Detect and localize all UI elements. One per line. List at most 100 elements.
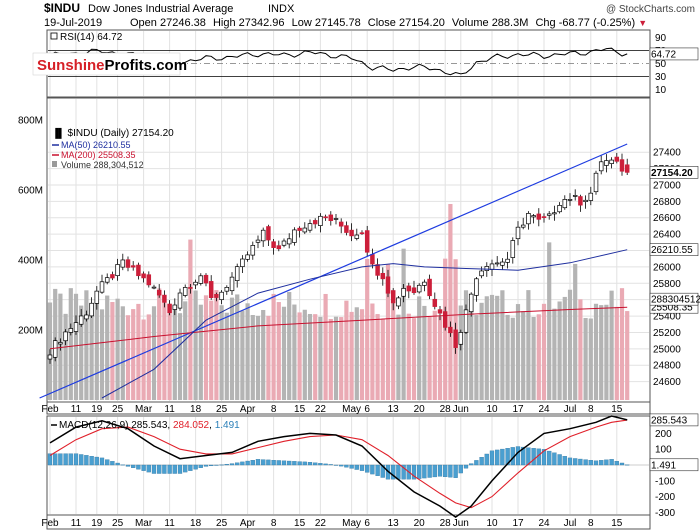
x-tick-label: Mar xyxy=(135,518,153,529)
candle-body xyxy=(385,276,391,294)
macd-histogram-bar xyxy=(562,456,567,466)
x-tick-label: 20 xyxy=(414,404,426,415)
macd-histogram-bar xyxy=(625,464,630,466)
macd-histogram-bar xyxy=(47,453,53,466)
volume-bar xyxy=(261,309,266,400)
x-tick-label: 24 xyxy=(538,404,550,415)
price-tick-label: 24800 xyxy=(653,361,681,372)
macd-histogram-bar xyxy=(193,464,198,470)
macd-histogram-bar xyxy=(463,464,469,469)
candle-body xyxy=(266,226,271,241)
volume-bar xyxy=(214,290,219,400)
candle-body xyxy=(208,281,214,299)
candle-body xyxy=(104,277,110,283)
volume-bar xyxy=(588,318,593,400)
x-tick-label: 22 xyxy=(315,518,327,529)
macd-histogram-bar xyxy=(391,464,396,480)
volume-bar xyxy=(141,319,146,400)
x-tick-label: 15 xyxy=(611,404,623,415)
macd-histogram-bar xyxy=(474,460,479,466)
candle-body xyxy=(58,342,63,345)
volume-bar xyxy=(547,242,552,400)
macd-histogram-bar xyxy=(557,454,562,466)
volume-bar xyxy=(136,303,141,400)
logo-text: SunshineProfits.com xyxy=(37,57,187,74)
candle-body xyxy=(146,274,152,286)
macd-tick-label: -200 xyxy=(655,492,675,503)
candle-body xyxy=(219,291,224,301)
macd-histogram-bar xyxy=(489,450,495,466)
candle-body xyxy=(188,287,193,289)
candle-body xyxy=(338,221,344,227)
copyright: @ StockCharts.com xyxy=(606,4,695,15)
macd-histogram-bar xyxy=(521,446,526,466)
candle-body xyxy=(453,329,458,348)
volume-bar xyxy=(307,313,313,400)
volume-bar xyxy=(105,295,110,400)
volume-bar xyxy=(235,294,240,400)
macd-tick-label: 200 xyxy=(655,429,672,440)
candle-body xyxy=(302,227,308,233)
macd-histogram-bar xyxy=(318,463,323,466)
x-tick-label: 11 xyxy=(71,518,82,529)
price-tick-label: 26400 xyxy=(653,230,681,241)
candle-body xyxy=(63,331,68,342)
quote-line: Open 27246.38 High 27342.96 Low 27145.78… xyxy=(130,17,647,29)
candle-body xyxy=(546,213,552,216)
macd-histogram-bar xyxy=(136,464,141,470)
volume-bar xyxy=(557,301,562,400)
svg-text:26210.55: 26210.55 xyxy=(651,245,693,256)
volume-bar xyxy=(292,304,297,400)
candle-body xyxy=(115,264,120,277)
candle-body xyxy=(198,275,204,284)
volume-bar xyxy=(479,302,484,400)
volume-bar xyxy=(562,296,567,400)
macd-histogram-bar xyxy=(105,459,110,466)
x-tick-label: 24 xyxy=(538,518,550,529)
x-tick-label: 8 xyxy=(271,518,277,529)
volume-bar xyxy=(531,317,536,400)
macd-histogram-bar xyxy=(287,460,292,466)
candle-body xyxy=(427,278,432,297)
volume-bar xyxy=(422,305,427,400)
macd-histogram-bar xyxy=(573,458,578,466)
macd-histogram-bar xyxy=(177,464,183,474)
macd-histogram-bar xyxy=(255,459,261,466)
candle-body xyxy=(141,273,146,279)
x-tick-label: 6 xyxy=(364,518,370,529)
x-tick-label: 8 xyxy=(588,518,594,529)
candle-body xyxy=(182,287,188,296)
volume-bar xyxy=(567,289,573,400)
candle-body xyxy=(130,265,136,268)
symbol: $INDU xyxy=(44,1,80,15)
macd-histogram-bar xyxy=(292,461,297,466)
macd-histogram-bar xyxy=(302,461,307,466)
x-tick-label: 25 xyxy=(216,518,228,529)
volume-bar xyxy=(437,316,443,400)
macd-histogram-bar xyxy=(396,464,401,480)
volume-bar xyxy=(328,318,333,400)
volume-bar xyxy=(193,290,198,400)
macd-histogram-bar xyxy=(110,461,115,466)
candle-body xyxy=(359,232,365,235)
candle-body xyxy=(375,264,380,276)
volume-bar xyxy=(469,293,474,400)
price-tick-label: 27000 xyxy=(653,180,681,191)
macd-histogram-bar xyxy=(235,462,240,466)
candle-body xyxy=(68,328,74,333)
candle-body xyxy=(531,215,536,218)
volume-bar xyxy=(349,311,354,400)
x-tick-label: May xyxy=(342,518,361,529)
volume-bar xyxy=(297,312,302,400)
volume-tick-label: 600M xyxy=(18,186,43,197)
macd-histogram-bar xyxy=(526,447,531,466)
macd-histogram-bar xyxy=(469,463,474,466)
candle-icon: ▐▌ xyxy=(52,127,65,139)
volume-bar xyxy=(318,316,323,400)
candle-body xyxy=(489,263,495,270)
volume-bar xyxy=(131,309,136,400)
volume-bar xyxy=(172,306,177,400)
volume-bar xyxy=(146,314,151,400)
price-tick-label: 27400 xyxy=(653,148,681,159)
